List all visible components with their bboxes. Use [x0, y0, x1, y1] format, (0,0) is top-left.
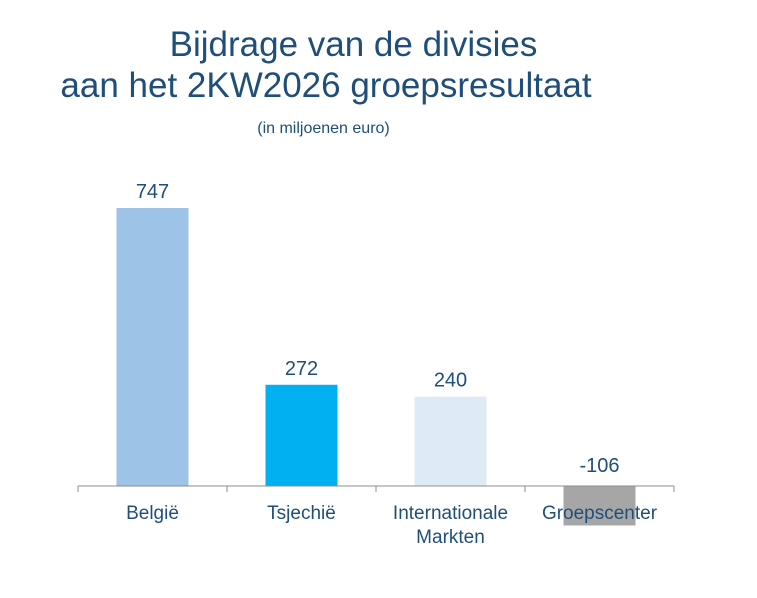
chart-title-line-1: Bijdrage van de divisies — [169, 25, 538, 64]
chart-subtitle: (in miljoenen euro) — [257, 120, 390, 137]
data-label-3: -106 — [579, 455, 619, 477]
category-label-2-0: Internationale — [393, 503, 508, 524]
category-label-3-0: Groepscenter — [542, 503, 658, 524]
bar-2 — [414, 396, 487, 486]
bar-1 — [265, 384, 338, 486]
category-label-1-0: Tsjechië — [267, 503, 336, 524]
data-label-2: 240 — [434, 370, 467, 392]
bar-0 — [116, 208, 189, 486]
chart-title: Bijdrage van de divisies aan het 2KW2026… — [0, 24, 757, 106]
bar-3 — [563, 486, 636, 526]
data-label-1: 272 — [285, 358, 318, 380]
chart-title-line-2: aan het 2KW2026 groepsresultaat — [60, 66, 592, 105]
data-label-0: 747 — [136, 181, 169, 203]
category-label-0-0: België — [126, 503, 179, 524]
category-label-2-1: Markten — [416, 527, 485, 548]
